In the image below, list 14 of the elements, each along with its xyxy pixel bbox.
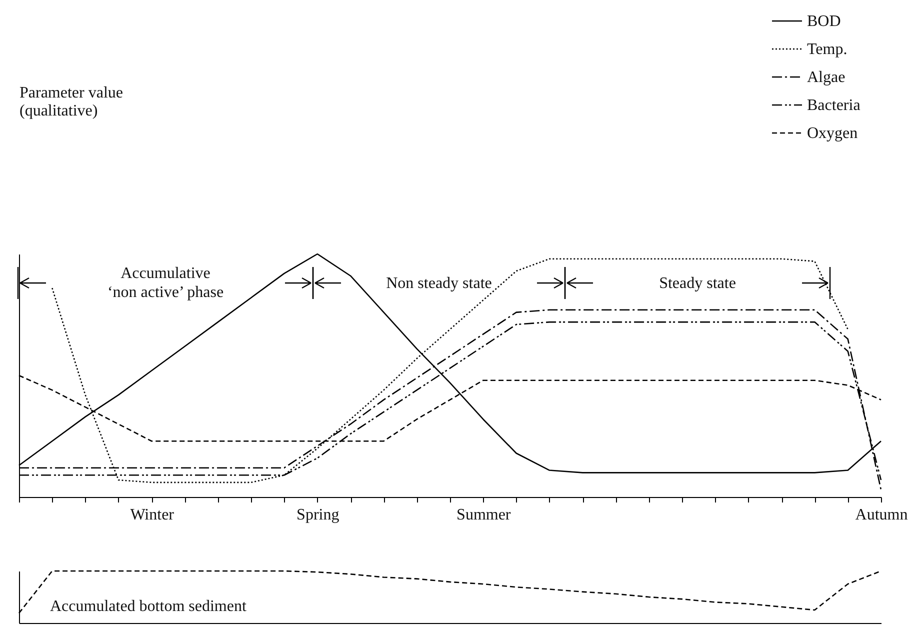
x-tick-label: Autumn	[855, 506, 908, 524]
annotation: Accumulated bottom sediment	[50, 597, 246, 616]
legend-label: Algae	[807, 69, 846, 86]
legend-label: Temp.	[807, 41, 848, 58]
x-tick-label: Summer	[456, 506, 512, 524]
annotation: Steady state	[658, 274, 737, 292]
annotation: Non steady state	[385, 274, 493, 292]
annotation: Accumulative ‘non active’ phase	[106, 264, 225, 302]
legend-label: Bacteria	[807, 97, 860, 114]
legend-label: Oxygen	[807, 125, 858, 142]
y-axis-title: Parameter value (qualitative)	[20, 84, 123, 120]
x-tick-label: Spring	[296, 506, 340, 524]
legend-label: BOD	[807, 13, 841, 30]
x-tick-label: Winter	[130, 506, 175, 524]
